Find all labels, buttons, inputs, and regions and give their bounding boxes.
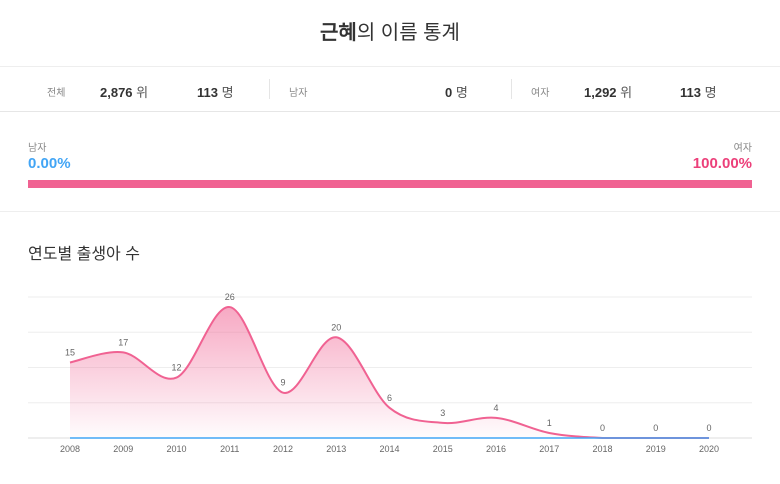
total-rank: 2,876 위 xyxy=(100,85,149,100)
female-label: 여자 xyxy=(531,88,550,99)
male-ratio-label: 남자 xyxy=(28,143,47,154)
title-suffix: 의 이름 통계 xyxy=(356,22,460,44)
x-tick-label: 2020 xyxy=(699,444,719,454)
x-tick-label: 2011 xyxy=(220,444,239,454)
x-tick-label: 2016 xyxy=(486,444,506,454)
data-label: 17 xyxy=(118,337,128,347)
divider xyxy=(0,211,780,212)
data-label: 3 xyxy=(440,408,445,418)
total-label: 전체 xyxy=(47,88,66,99)
female-pct: 100.00% xyxy=(692,155,752,172)
male-label: 남자 xyxy=(289,88,308,99)
x-tick-label: 2014 xyxy=(379,444,399,454)
female-rank: 1,292 위 xyxy=(584,85,633,100)
data-label: 0 xyxy=(706,423,711,433)
name: 근혜 xyxy=(320,22,357,44)
page-title: 근혜의 이름 통계 xyxy=(0,16,780,45)
stats-bar: 전체 2,876 위 113 명 남자 0 명 여자 1,292 위 113 명 xyxy=(0,66,780,112)
male-pct: 0.00% xyxy=(28,155,71,172)
divider xyxy=(269,79,270,99)
divider xyxy=(511,79,512,99)
data-label: 0 xyxy=(653,423,658,433)
chart-title: 연도별 출생아 수 xyxy=(28,246,140,263)
x-tick-label: 2013 xyxy=(326,444,346,454)
female-area xyxy=(70,307,709,438)
x-tick-label: 2015 xyxy=(433,444,453,454)
total-count: 113 명 xyxy=(197,85,234,100)
x-tick-label: 2012 xyxy=(273,444,293,454)
data-label: 0 xyxy=(600,423,605,433)
x-tick-label: 2009 xyxy=(113,444,133,454)
data-label: 20 xyxy=(331,322,341,332)
data-label: 9 xyxy=(280,378,285,388)
female-ratio-label: 여자 xyxy=(733,143,752,154)
data-label: 6 xyxy=(387,393,392,403)
data-label: 1 xyxy=(547,418,552,428)
x-tick-label: 2008 xyxy=(60,444,80,454)
data-label: 15 xyxy=(65,347,75,357)
x-tick-label: 2010 xyxy=(166,444,186,454)
x-tick-label: 2017 xyxy=(539,444,559,454)
gender-ratio-bar xyxy=(28,180,752,188)
data-label: 4 xyxy=(493,403,498,413)
female-count: 113 명 xyxy=(680,85,717,100)
data-label: 26 xyxy=(225,292,235,302)
data-label: 12 xyxy=(171,363,181,373)
male-count: 0 명 xyxy=(445,85,468,100)
x-tick-label: 2019 xyxy=(646,444,666,454)
x-tick-label: 2018 xyxy=(592,444,612,454)
